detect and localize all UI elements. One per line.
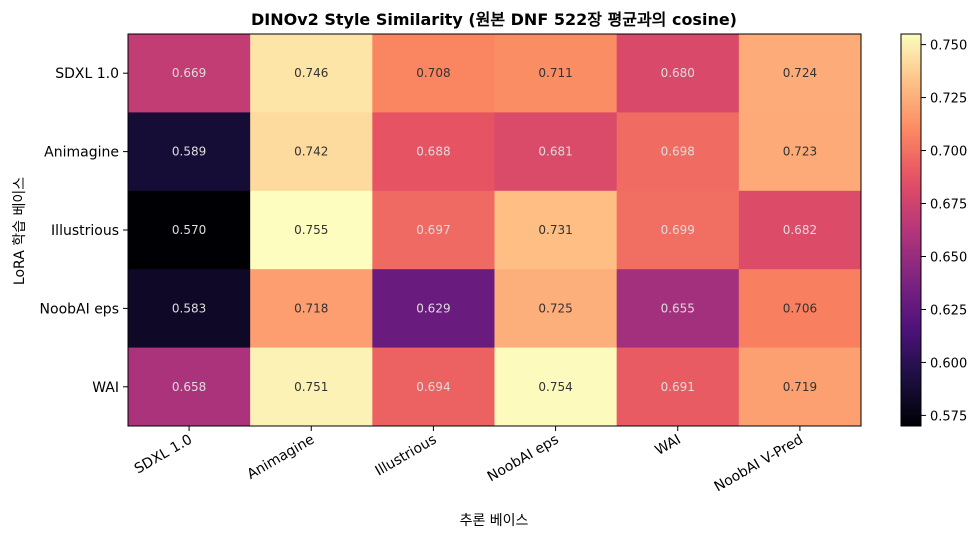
heatmap-cell (738, 34, 862, 113)
heatmap-cell (738, 347, 862, 427)
heatmap-cell (494, 34, 618, 113)
cell-value-label: 0.682 (783, 223, 817, 237)
heatmap-cell (494, 190, 618, 270)
y-axis-label: LoRA 학습 베이스 (12, 177, 28, 285)
cell-value-label: 0.718 (294, 301, 328, 315)
cell-value-label: 0.669 (172, 66, 206, 80)
cell-value-label: 0.746 (294, 66, 328, 80)
colorbar-tick-label: 0.725 (930, 92, 967, 107)
colorbar-ticks: 0.575 0.600 0.625 0.650 0.675 0.700 0.725 0.750 (921, 39, 967, 424)
y-tick-label: NoobAI eps (40, 301, 119, 317)
cell-value-label: 0.681 (538, 145, 572, 159)
y-tick-label: Animagine (44, 145, 119, 161)
cell-value-label: 0.699 (661, 223, 695, 237)
cell-value-label: 0.754 (538, 380, 572, 394)
cell-value-label: 0.755 (294, 223, 328, 237)
colorbar-tick-label: 0.700 (930, 145, 967, 160)
heatmap-cell (372, 190, 495, 270)
y-tick-label: SDXL 1.0 (55, 66, 119, 82)
cell-value-label: 0.583 (172, 301, 206, 315)
cell-value-label: 0.589 (172, 145, 206, 159)
heatmap-cell (494, 347, 618, 427)
y-tick-label: WAI (92, 380, 119, 396)
cell-value-label: 0.711 (538, 66, 572, 80)
cell-value-label: 0.655 (661, 301, 695, 315)
heatmap-cell (250, 34, 373, 113)
colorbar-tick-label: 0.625 (930, 303, 967, 318)
heatmap-cell (738, 190, 862, 270)
heatmap-value-labels: 0.669 0.746 0.708 0.711 0.680 0.724 0.589 0.742… (172, 66, 817, 394)
cell-value-label: 0.731 (538, 223, 572, 237)
x-axis-label: 추론 베이스 (460, 513, 529, 529)
heatmap-cell (250, 269, 373, 349)
heatmap-cell (128, 269, 251, 349)
y-tick-label: Illustrious (51, 223, 119, 239)
colorbar-tick-label: 0.675 (930, 198, 967, 213)
colorbar-tick-label: 0.600 (930, 356, 967, 371)
heatmap-cell (616, 347, 740, 427)
colorbar (900, 33, 922, 427)
heatmap-cell (494, 269, 618, 349)
cell-value-label: 0.697 (416, 223, 450, 237)
heatmap-cell (616, 34, 740, 113)
heatmap-cell (128, 112, 251, 192)
heatmap-cell (250, 112, 373, 192)
cell-value-label: 0.724 (783, 66, 817, 80)
cell-value-label: 0.698 (661, 145, 695, 159)
heatmap-cell (372, 347, 495, 427)
cell-value-label: 0.688 (416, 145, 450, 159)
cell-value-label: 0.706 (783, 301, 817, 315)
cell-value-label: 0.723 (783, 145, 817, 159)
cell-value-label: 0.680 (661, 66, 695, 80)
cell-value-label: 0.570 (172, 223, 206, 237)
colorbar-tick-label: 0.575 (930, 409, 967, 424)
cell-value-label: 0.694 (416, 380, 450, 394)
heatmap-cell (372, 269, 495, 349)
heatmap-cell (738, 112, 862, 192)
heatmap-cell (616, 269, 740, 349)
heatmap-cell (372, 34, 495, 113)
y-axis-ticks: SDXL 1.0 Animagine Illustrious NoobAI eps WA… (40, 66, 128, 396)
heatmap-cell (616, 190, 740, 270)
cell-value-label: 0.719 (783, 380, 817, 394)
heatmap-cell (250, 347, 373, 427)
heatmap-cell (250, 190, 373, 270)
cell-value-label: 0.725 (538, 301, 572, 315)
heatmap-cell (128, 347, 251, 427)
cell-value-label: 0.751 (294, 380, 328, 394)
cell-value-label: 0.629 (416, 301, 450, 315)
heatmap-cells (128, 34, 862, 427)
heatmap-cell (616, 112, 740, 192)
chart-title: DINOv2 Style Similarity (원본 DNF 522장 평균과… (251, 10, 737, 29)
cell-value-label: 0.708 (416, 66, 450, 80)
colorbar-tick-label: 0.650 (930, 250, 967, 265)
heatmap-cell (494, 112, 618, 192)
heatmap-cell (738, 269, 862, 349)
cell-value-label: 0.742 (294, 145, 328, 159)
heatmap-cell (372, 112, 495, 192)
heatmap-cell (128, 34, 251, 113)
cell-value-label: 0.658 (172, 380, 206, 394)
colorbar-tick-label: 0.750 (930, 39, 967, 54)
cell-value-label: 0.691 (661, 380, 695, 394)
heatmap-cell (128, 190, 251, 270)
